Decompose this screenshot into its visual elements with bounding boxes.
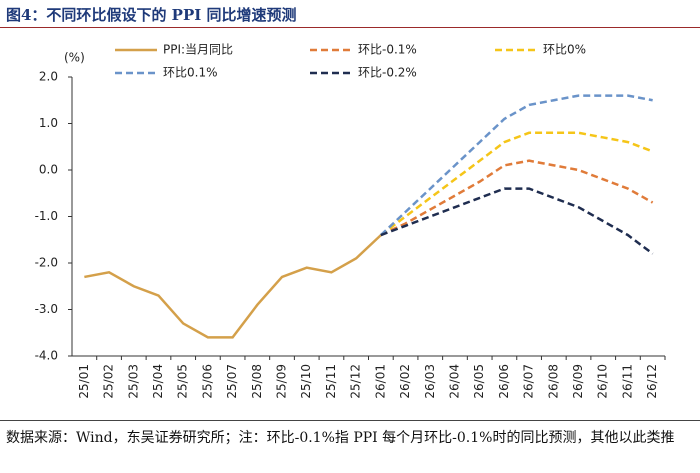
x-tick-label: 26/08 bbox=[546, 364, 560, 399]
series-line bbox=[380, 187, 654, 255]
x-tick-label: 25/04 bbox=[151, 364, 165, 399]
x-tick-label: 26/09 bbox=[571, 364, 585, 399]
series-line bbox=[380, 131, 654, 237]
x-tick-label: 25/09 bbox=[275, 364, 289, 399]
x-tick-label: 25/12 bbox=[349, 364, 363, 399]
title-rule bbox=[0, 27, 700, 28]
series-line bbox=[84, 234, 382, 339]
legend-label: 环比-0.2% bbox=[358, 66, 417, 80]
x-tick-label: 26/01 bbox=[373, 364, 387, 399]
y-tick-label: -2.0 bbox=[35, 256, 58, 270]
x-tick-label: 25/03 bbox=[126, 364, 140, 399]
x-tick-label: 25/05 bbox=[176, 364, 190, 399]
y-tick-label: 1.0 bbox=[39, 116, 58, 130]
x-tick-label: 25/11 bbox=[324, 364, 338, 399]
legend-label: PPI:当月同比 bbox=[163, 43, 233, 57]
y-unit: (%) bbox=[64, 51, 85, 65]
x-tick-label: 26/07 bbox=[522, 364, 536, 399]
series-line bbox=[380, 159, 654, 237]
legend-label: 环比0.1% bbox=[163, 66, 218, 80]
x-tick-label: 26/10 bbox=[596, 364, 610, 399]
x-tick-label: 26/03 bbox=[423, 364, 437, 399]
chart: (%) 2.0 1.0 0.0 -1.0 -2.0 -3.0 -4.0 25/01 25/02 2… bbox=[35, 43, 666, 399]
legend-label: 环比-0.1% bbox=[358, 43, 417, 57]
x-tick-label: 26/05 bbox=[472, 364, 486, 399]
x-tick-label: 25/02 bbox=[102, 364, 116, 399]
x-tick-label: 26/11 bbox=[620, 364, 634, 399]
x-tick-label: 25/08 bbox=[250, 364, 264, 399]
y-tick-label: 0.0 bbox=[39, 163, 58, 177]
chart-title: 图4：不同环比假设下的 PPI 同比增速预测 bbox=[6, 6, 297, 24]
x-tick-label: 26/12 bbox=[645, 364, 659, 399]
x-tick-label: 26/04 bbox=[447, 364, 461, 399]
y-tick-label: -1.0 bbox=[35, 209, 58, 223]
source-rule bbox=[0, 420, 700, 421]
x-tick-label: 26/02 bbox=[398, 364, 412, 399]
y-tick-label: 2.0 bbox=[39, 70, 58, 84]
y-tick-label: -4.0 bbox=[35, 349, 58, 363]
x-tick-label: 25/10 bbox=[299, 364, 313, 399]
x-tick-label: 25/06 bbox=[200, 364, 214, 399]
x-tick-label: 25/01 bbox=[77, 364, 91, 399]
x-tick-label: 25/07 bbox=[225, 364, 239, 399]
x-tick-label: 26/06 bbox=[497, 364, 511, 399]
y-tick-label: -3.0 bbox=[35, 302, 58, 316]
legend-label: 环比0% bbox=[543, 43, 586, 57]
series-line bbox=[379, 94, 653, 237]
source-note: 数据来源：Wind，东吴证券研究所；注：环比-0.1%指 PPI 每个月环比-0… bbox=[6, 430, 675, 446]
